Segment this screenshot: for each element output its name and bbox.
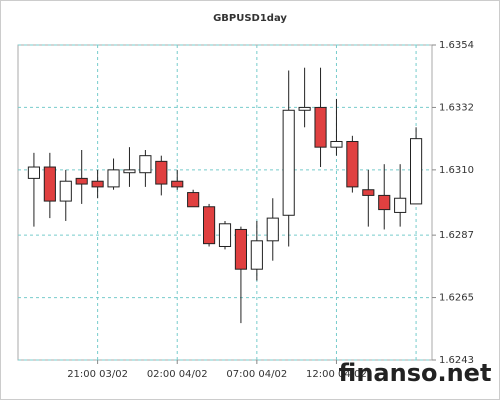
candle-body [27,166,40,179]
y-tick-label: 1.6287 [439,230,474,241]
candle-body [346,140,359,188]
x-tick-label: 02:00 04/02 [147,369,208,380]
candle-body [155,160,168,185]
y-tick-label: 1.6310 [439,165,474,176]
candle-body [362,189,375,196]
candle-body [282,109,295,216]
y-tick-label: 1.6265 [439,293,474,304]
x-tick-label: 21:00 03/02 [67,369,128,380]
candle-body [330,140,343,148]
candle-body [203,206,216,245]
candle-body [187,192,200,208]
candle-body [314,106,327,148]
candle-body [139,155,152,174]
candle-body [171,180,184,188]
y-tick-label: 1.6332 [439,102,474,113]
candle-body [218,223,232,247]
y-tick-label: 1.6354 [439,40,474,51]
candle-body [123,169,136,174]
candle-body [394,197,407,213]
candle-body [59,180,72,202]
y-tick-label: 1.6243 [439,355,474,366]
candle-body [75,177,88,185]
candle-body [107,169,120,188]
x-tick-label: 07:00 04/02 [226,369,287,380]
watermark: finanso.net [339,359,492,387]
candle-body [266,217,279,242]
candle-body [298,106,311,111]
candle-body [410,138,423,205]
plot-area [17,44,433,361]
candle-body [378,194,391,211]
candle-body [234,228,247,270]
candle-body [250,240,263,270]
candle-body [91,180,104,188]
x-tick-label: 12:00 04/02 [306,369,367,380]
candle-body [43,166,56,202]
chart-title: GBPUSD1day [213,13,287,24]
